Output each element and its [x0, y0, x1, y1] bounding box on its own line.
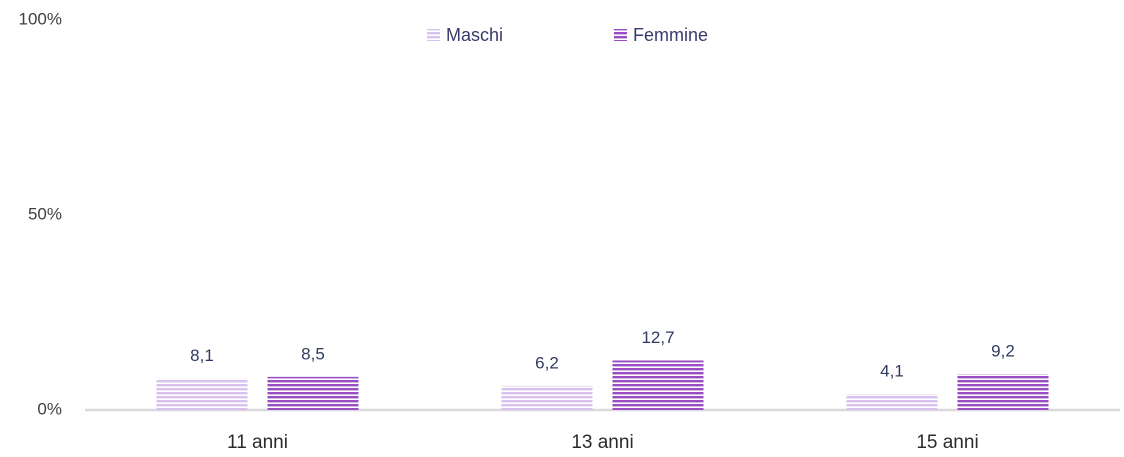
bar [957, 374, 1049, 410]
legend-swatch [427, 29, 440, 41]
legend-label: Maschi [446, 25, 503, 45]
bar [612, 360, 704, 410]
y-tick-label: 50% [28, 204, 62, 223]
value-label: 4,1 [880, 361, 904, 380]
x-tick-label: 15 anni [916, 432, 978, 453]
x-tick-label: 13 anni [571, 432, 633, 453]
value-label: 6,2 [535, 353, 559, 372]
value-label: 9,2 [991, 342, 1015, 361]
legend-label: Femmine [633, 25, 708, 45]
bar [267, 376, 359, 410]
value-label: 12,7 [641, 328, 674, 347]
bar [846, 394, 938, 410]
value-label: 8,5 [301, 344, 325, 363]
bar [501, 385, 593, 410]
x-tick-label: 11 anni [227, 432, 288, 453]
y-tick-label: 0% [37, 399, 62, 418]
bar [156, 378, 248, 410]
value-label: 8,1 [190, 346, 214, 365]
legend-swatch [614, 29, 627, 41]
y-tick-label: 100% [19, 9, 62, 28]
